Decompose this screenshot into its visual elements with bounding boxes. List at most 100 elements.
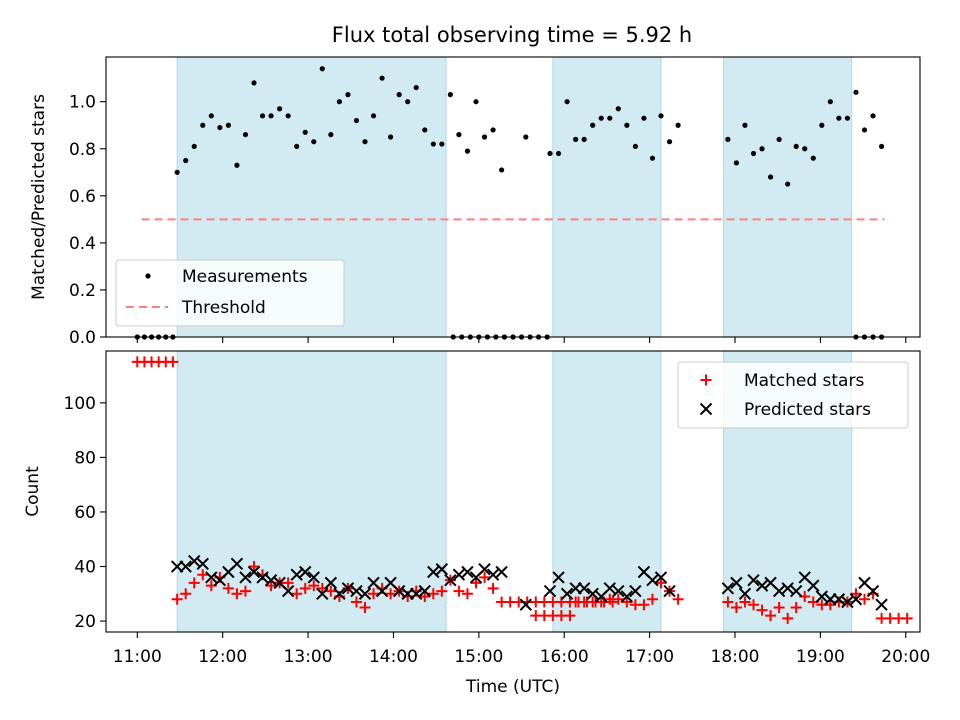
top-shaded-period-2	[552, 56, 662, 338]
predicted-stars-point	[807, 579, 820, 592]
measurement-point	[733, 160, 740, 166]
top-panel: 0.0 0.2 0.4 0.6 0.8 1.0 Matched/Predicted sta…	[29, 56, 921, 348]
predicted-stars-point	[333, 587, 346, 601]
top-axes-frame	[105, 56, 921, 338]
bottom-data-layer	[131, 356, 913, 624]
bottom-shaded-period-1	[176, 350, 447, 633]
matched-stars-point	[646, 593, 658, 605]
measurement-point	[649, 155, 656, 161]
predicted-stars-point	[560, 587, 574, 601]
bottom-x-tick-label: 15:00	[454, 647, 503, 667]
measurement-point	[658, 113, 664, 119]
predicted-stars-point	[815, 590, 829, 603]
matched-stars-point	[282, 577, 294, 589]
measurement-point	[555, 150, 562, 157]
bottom-x-axis-label: Time (UTC)	[465, 677, 560, 697]
measurement-point	[632, 143, 638, 150]
predicted-stars-point	[350, 584, 363, 598]
predicted-stars-point	[418, 584, 431, 598]
measurement-point	[311, 139, 317, 145]
top-y-axis-label: Matched/Predicted stars	[29, 94, 49, 300]
bottom-x-tick-label: 18:00	[711, 647, 760, 667]
top-y-tick-label: 0.4	[69, 234, 96, 254]
bottom-x-tick-label: 19:00	[796, 647, 845, 667]
predicted-stars-point	[663, 584, 676, 598]
top-legend: Measurements Threshold	[115, 259, 345, 327]
matched-stars-point	[782, 612, 794, 624]
predicted-stars-point	[427, 565, 440, 579]
matched-stars-point	[773, 601, 785, 613]
predicted-stars-point	[435, 563, 449, 576]
matched-stars-point	[180, 588, 192, 600]
bottom-legend: Matched stars Predicted stars	[677, 361, 909, 429]
measurement-point	[362, 139, 368, 145]
measurement-point	[319, 66, 325, 72]
chart-title: Flux total observing time = 5.92 h	[332, 23, 692, 47]
measurement-point	[174, 169, 180, 175]
matched-stars-point	[248, 561, 260, 573]
measurement-point	[810, 155, 816, 161]
predicted-stars-point	[789, 584, 803, 598]
top-y-tick-label: 0.8	[69, 140, 96, 160]
bottom-y-tick-label: 80	[74, 448, 96, 468]
measurement-point	[878, 143, 885, 150]
bottom-x-tick-label: 17:00	[625, 647, 674, 667]
matched-stars-point	[595, 596, 607, 608]
measurement-point	[277, 106, 283, 112]
predicted-stars-point	[316, 587, 329, 601]
predicted-stars-point	[832, 593, 846, 606]
measurement-point	[666, 139, 673, 145]
measurement-point	[285, 113, 291, 119]
matched-stars-point	[722, 596, 734, 608]
predicted-stars-point	[188, 554, 201, 568]
predicted-stars-point	[781, 582, 794, 595]
measurement-point	[870, 113, 876, 119]
measurement-point	[861, 127, 868, 133]
predicted-stars-point	[179, 560, 192, 573]
measurement-point	[819, 122, 825, 128]
measurement-point	[422, 127, 428, 133]
legend-matched-stars-label: Matched stars	[744, 371, 864, 391]
bottom-y-tick-label: 20	[74, 612, 96, 632]
bottom-y-tick-label: 60	[74, 503, 96, 523]
measurement-point	[413, 84, 419, 91]
predicted-stars-point	[730, 576, 743, 590]
predicted-stars-point	[290, 568, 303, 581]
predicted-stars-point	[495, 565, 508, 579]
measurement-point	[328, 132, 334, 138]
matched-stars-point	[427, 588, 439, 600]
bottom-y-tick-label: 40	[74, 558, 96, 578]
top-x-axis-ticks	[136, 337, 907, 343]
matched-stars-point	[470, 577, 482, 589]
matched-stars-point	[167, 356, 179, 368]
measurement-point	[183, 157, 189, 164]
measurement-point	[641, 115, 647, 121]
measurement-point	[251, 80, 257, 86]
top-y-tick-label: 0.2	[69, 281, 96, 301]
matched-stars-point	[308, 580, 320, 592]
predicted-stars-point	[264, 573, 278, 587]
predicted-stars-point	[866, 584, 880, 598]
measurement-point	[802, 146, 808, 152]
measurement-point	[742, 122, 748, 128]
measurement-point	[725, 136, 731, 142]
predicted-stars-point	[461, 565, 474, 579]
matched-stars-point	[222, 582, 234, 594]
predicted-stars-point	[452, 568, 466, 581]
bottom-legend-box	[677, 361, 909, 429]
legend-measurements-label: Measurements	[182, 267, 308, 287]
bottom-panel: 20 40 60 80 100 11:00 12:00 13:00 14:00 15:00 16:…	[23, 350, 930, 697]
measurement-point	[405, 99, 411, 105]
measurement-point	[759, 146, 765, 152]
bottom-x-tick-label: 16:00	[540, 647, 589, 667]
predicted-stars-point	[324, 576, 338, 590]
measurement-point	[844, 115, 851, 121]
measurement-point	[208, 113, 214, 119]
top-legend-box	[115, 259, 345, 327]
predicted-stars-point	[654, 571, 668, 584]
measurement-point	[234, 162, 240, 168]
matched-stars-point	[739, 596, 751, 608]
predicted-stars-point	[358, 587, 372, 601]
measurement-point	[259, 113, 266, 119]
bottom-x-axis-ticks: 11:00 12:00 13:00 14:00 15:00 16:00 17:00 18:00…	[113, 632, 930, 667]
